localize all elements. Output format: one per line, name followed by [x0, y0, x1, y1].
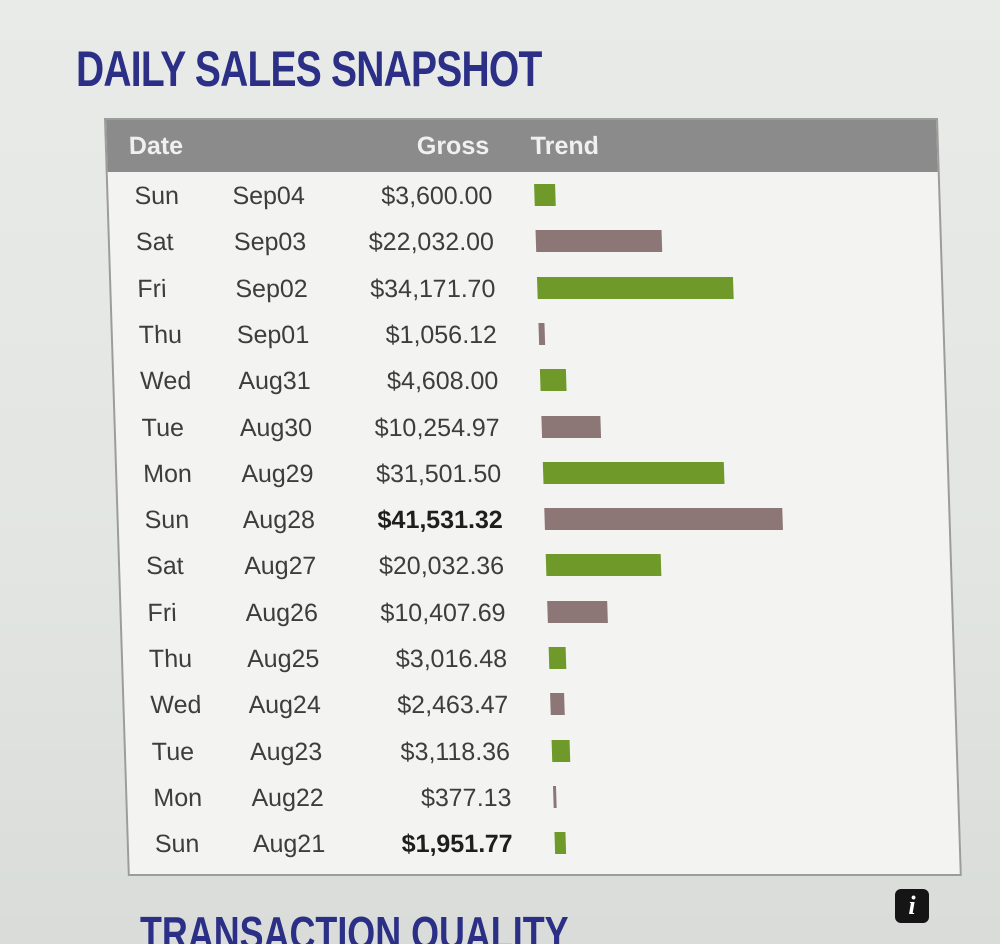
trend-bar — [535, 230, 663, 253]
column-header-date[interactable]: Date — [128, 132, 184, 160]
row-gross: $34,171.70 — [369, 274, 496, 303]
row-gross: $10,407.69 — [379, 598, 506, 627]
trend-bar — [545, 554, 662, 577]
row-date: Aug27 — [243, 552, 317, 581]
table-row: Thu Sep01 $1,056.12 — [112, 313, 943, 357]
trend-bar — [541, 415, 601, 438]
table-row: Fri Aug26 $10,407.69 — [121, 591, 952, 635]
row-gross: $377.13 — [420, 783, 512, 812]
row-date: Sep03 — [233, 228, 307, 257]
column-header-gross[interactable]: Gross — [416, 132, 490, 160]
table-row: Mon Aug22 $377.13 — [127, 776, 958, 820]
row-day: Tue — [151, 737, 195, 766]
row-date: Aug24 — [248, 691, 322, 720]
row-gross: $31,501.50 — [375, 459, 502, 488]
row-gross: $3,600.00 — [380, 182, 493, 210]
table-row: Mon Aug29 $31,501.50 — [116, 452, 947, 496]
row-day: Sun — [134, 182, 180, 210]
row-day: Fri — [136, 274, 167, 303]
table-row: Fri Sep02 $34,171.70 — [111, 267, 942, 311]
page-title: DAILY SALES SNAPSHOT — [76, 41, 542, 97]
trend-bar — [550, 693, 565, 716]
row-day: Sat — [145, 552, 185, 581]
table-row: Sat Sep03 $22,032.00 — [109, 220, 940, 264]
trend-bar — [544, 508, 783, 531]
row-gross: $22,032.00 — [368, 228, 495, 257]
row-day: Sun — [154, 830, 200, 859]
trend-bar — [534, 184, 556, 206]
table-row: Wed Aug31 $4,608.00 — [114, 359, 945, 403]
table-header: Date Gross Trend — [106, 120, 938, 172]
row-date: Sep02 — [234, 274, 309, 303]
trend-bar — [542, 461, 725, 484]
row-day: Thu — [138, 320, 183, 349]
row-day: Tue — [141, 413, 185, 442]
trend-bar — [536, 276, 734, 299]
table-row: Sun Aug21 $1,951.77 — [128, 822, 959, 866]
row-gross: $3,016.48 — [395, 645, 508, 673]
row-date: Aug23 — [249, 737, 323, 766]
row-day: Fri — [147, 598, 178, 627]
trend-bar — [551, 739, 571, 762]
row-day: Wed — [150, 691, 202, 720]
table-row: Tue Aug23 $3,118.36 — [125, 730, 956, 774]
row-date: Aug26 — [245, 598, 319, 627]
row-gross: $20,032.36 — [378, 552, 505, 581]
row-date: Aug22 — [250, 783, 325, 812]
table-row: Thu Aug25 $3,016.48 — [122, 637, 953, 681]
row-gross: $2,463.47 — [396, 691, 509, 720]
row-gross: $4,608.00 — [386, 367, 499, 396]
row-date: Aug25 — [246, 645, 320, 673]
row-date: Sep04 — [232, 182, 306, 210]
trend-bar — [539, 369, 567, 392]
row-day: Thu — [148, 645, 193, 673]
table-row: Wed Aug24 $2,463.47 — [124, 683, 955, 727]
section-title-transaction-quality: TRANSACTION QUALITY — [140, 907, 569, 944]
row-date: Aug29 — [240, 459, 314, 488]
row-gross: $10,254.97 — [374, 413, 501, 442]
row-gross: $3,118.36 — [400, 737, 511, 766]
row-day: Mon — [152, 783, 203, 812]
row-day: Sun — [144, 506, 190, 535]
row-gross: $1,951.77 — [401, 830, 514, 859]
row-date: Aug30 — [239, 413, 313, 442]
info-icon[interactable]: i — [895, 889, 929, 923]
trend-bar — [554, 832, 567, 855]
row-date: Aug31 — [237, 367, 312, 396]
daily-sales-table: Date Gross Trend Sun Sep04 $3,600.00 Sat Sep… — [104, 118, 962, 876]
trend-bar — [552, 785, 557, 808]
row-day: Mon — [142, 459, 193, 488]
table-row: Sun Aug28 $41,531.32 — [118, 498, 949, 542]
row-date: Aug21 — [252, 830, 326, 859]
table-row: Sun Sep04 $3,600.00 — [108, 174, 939, 218]
row-date: Sep01 — [236, 320, 310, 349]
trend-bar — [547, 600, 608, 623]
row-day: Wed — [139, 367, 192, 396]
row-date: Aug28 — [242, 506, 316, 535]
table-row: Tue Aug30 $10,254.97 — [115, 406, 946, 450]
row-day: Sat — [135, 228, 174, 257]
row-gross: $41,531.32 — [377, 506, 504, 535]
trend-bar — [538, 322, 546, 345]
column-header-trend[interactable]: Trend — [530, 132, 600, 160]
row-gross: $1,056.12 — [385, 320, 498, 349]
table-row: Sat Aug27 $20,032.36 — [119, 544, 950, 588]
trend-bar — [548, 647, 567, 669]
